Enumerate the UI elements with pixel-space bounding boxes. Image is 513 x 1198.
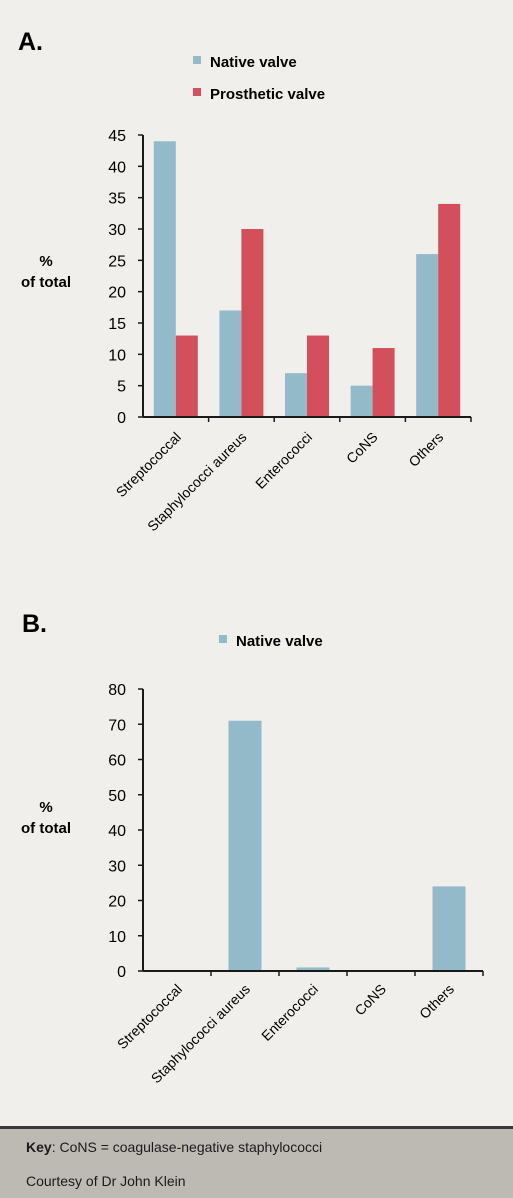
chart-a-x-tick-label: CoNS — [343, 429, 381, 467]
chart-a-y-tick-label: 35 — [108, 191, 126, 208]
chart-a-ylabel: % — [39, 253, 52, 270]
chart-a-y-tick-label: 5 — [117, 379, 126, 396]
chart-a-y-tick-label: 15 — [108, 316, 126, 333]
chart-a-y-tick-label: 10 — [108, 347, 126, 364]
chart-b-ylabel: % — [39, 799, 52, 816]
chart-a-panel-letter: A. — [18, 28, 43, 56]
chart-a-bar — [307, 335, 329, 417]
figure: A. Native valve Prosthetic valve% of total S… — [18, 28, 484, 1086]
chart-a-legend-label: Native valve — [210, 54, 297, 71]
chart-b-y-tick-label: 70 — [108, 717, 126, 734]
chart-b-y-tick-label: 30 — [108, 858, 126, 875]
chart-b-y-tick-label: 20 — [108, 894, 126, 911]
chart-a-bar — [175, 335, 198, 417]
chart-b-y-tick-label: 0 — [117, 964, 126, 981]
chart-b-legend-swatch — [219, 635, 227, 643]
chart-a-y-tick-label: 25 — [108, 253, 126, 270]
chart-b-x-tick-label: Others — [416, 981, 457, 1022]
chart-a-bar — [438, 203, 461, 417]
chart-a-bar — [416, 254, 439, 417]
chart-b-y-tick-label: 60 — [108, 753, 126, 770]
chart-a-bar — [285, 373, 307, 417]
chart-a-bar — [350, 385, 373, 417]
key-text: : CoNS = coagulase-negative staphylococc… — [51, 1139, 323, 1155]
chart-b-x-tick-label: Enterococci — [258, 981, 321, 1044]
chart-a-y-tick-label: 20 — [108, 285, 126, 302]
chart-b-panel-letter: B. — [22, 610, 47, 638]
chart-a-x-tick-label: Others — [405, 429, 446, 470]
chart-b-y-tick-label: 40 — [108, 823, 126, 840]
chart-a-ylabel: of total — [21, 274, 71, 291]
chart-a-bar — [241, 229, 264, 417]
chart-b-legend-label: Native valve — [236, 633, 323, 650]
chart-a-bar — [153, 141, 176, 417]
chart-a-y-tick-label: 45 — [108, 128, 126, 145]
chart-a-legend-swatch — [193, 88, 201, 96]
chart-b-bar — [296, 967, 330, 971]
chart-a-x-tick-label: Streptococcal — [113, 429, 184, 500]
chart-b-bar — [432, 886, 466, 971]
chart-b-ylabel: of total — [21, 820, 71, 837]
chart-a-y-tick-label: 30 — [108, 222, 126, 239]
footer: Key: CoNS = coagulase-negative staphyloc… — [0, 1126, 513, 1198]
chart-a-y-tick-label: 0 — [117, 410, 126, 427]
chart-a-bar — [219, 310, 242, 417]
chart-b-y-tick-label: 10 — [108, 929, 126, 946]
chart-a-legend-swatch — [193, 56, 201, 64]
chart-a-legend-label: Prosthetic valve — [210, 86, 325, 103]
credit-text: Courtesy of Dr John Klein — [26, 1173, 186, 1189]
chart-b-y-tick-label: 50 — [108, 788, 126, 805]
chart-a-x-tick-label: Enterococci — [252, 429, 315, 492]
chart-b-y-tick-label: 80 — [108, 682, 126, 699]
key-label: Key — [26, 1139, 52, 1155]
key-note: Key: CoNS = coagulase-negative staphyloc… — [26, 1139, 322, 1155]
chart-a-bar — [372, 348, 395, 417]
chart-b-x-tick-label: Streptococcal — [114, 981, 185, 1052]
chart-b-x-tick-label: CoNS — [351, 981, 389, 1019]
chart-b-bar — [228, 720, 262, 971]
chart-a-y-tick-label: 40 — [108, 159, 126, 176]
